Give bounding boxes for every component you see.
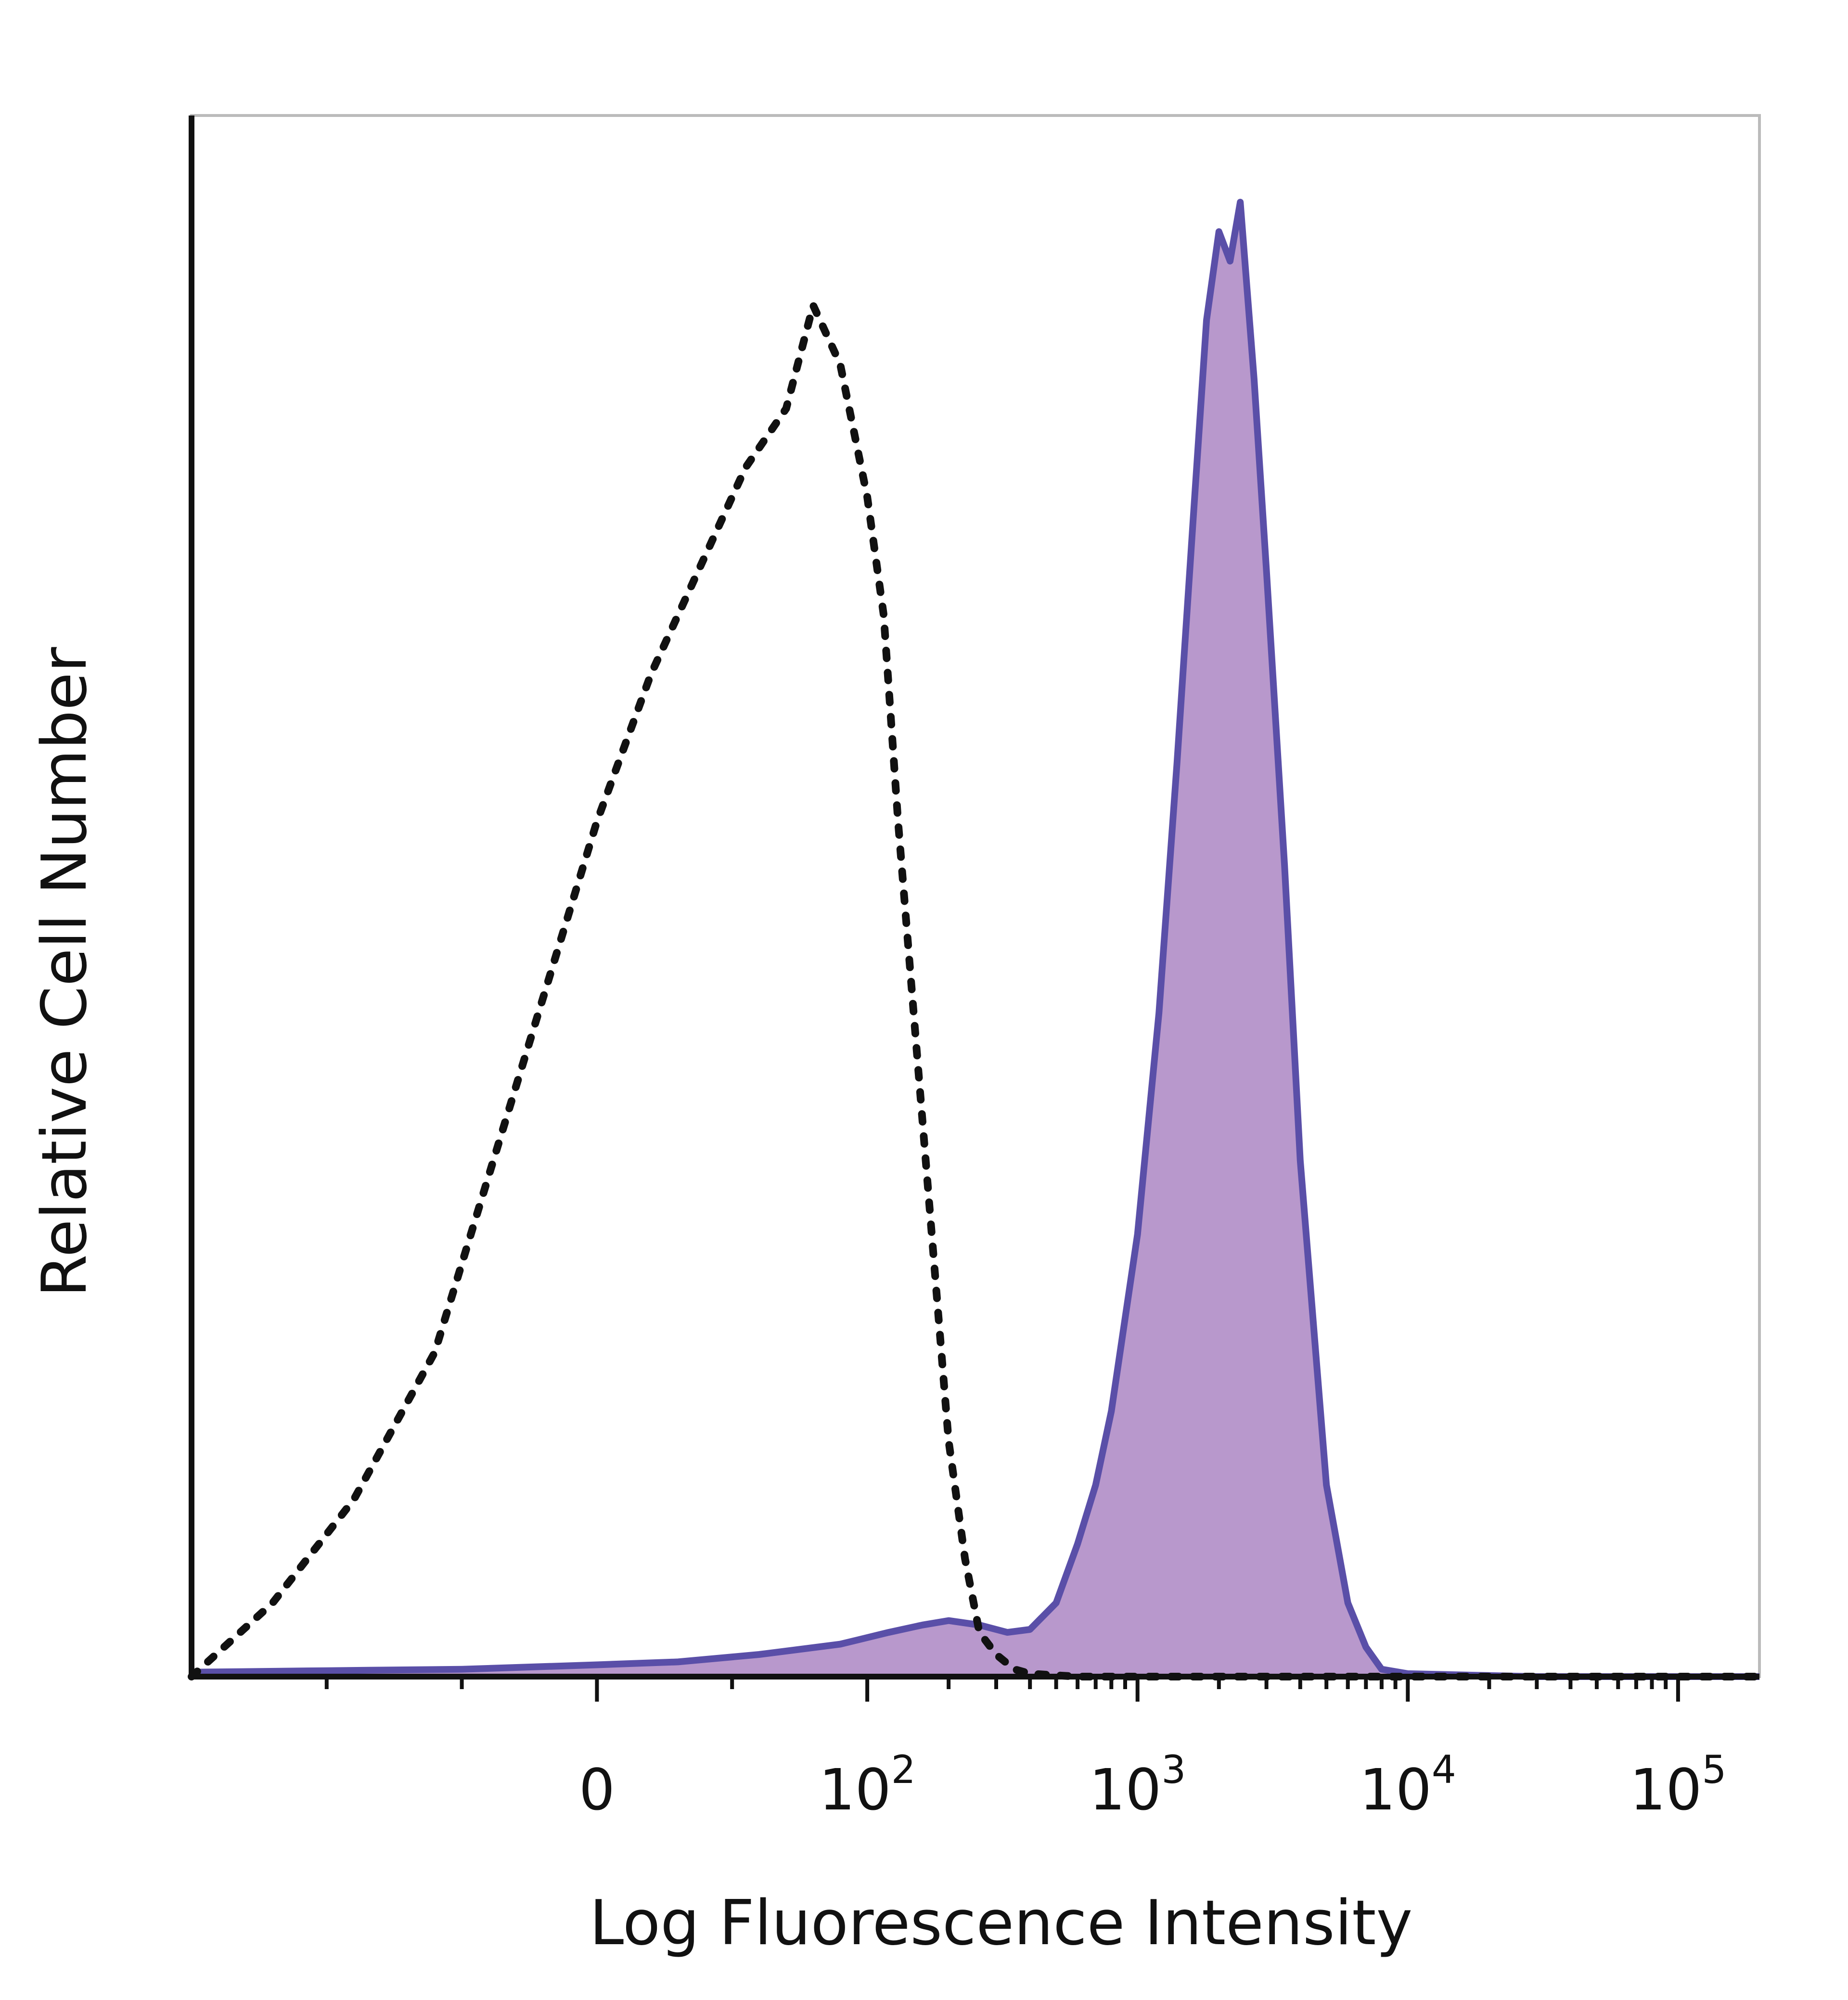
x-tick-label: 103: [1089, 1747, 1186, 1823]
x-tick-layer: 0 102 103 104 105: [324, 1677, 1726, 1823]
x-tick-label: 0: [579, 1756, 615, 1823]
stained-line: [191, 199, 1759, 1680]
x-tick-label: 102: [819, 1747, 916, 1823]
plot-frame: [190, 114, 1761, 1678]
x-tick-label: 104: [1360, 1747, 1456, 1823]
y-axis-label: Relative Cell Number: [29, 647, 101, 1297]
x-tick-label: 105: [1630, 1747, 1726, 1823]
x-axis-label: Log Fluorescence Intensity: [590, 1887, 1412, 1959]
